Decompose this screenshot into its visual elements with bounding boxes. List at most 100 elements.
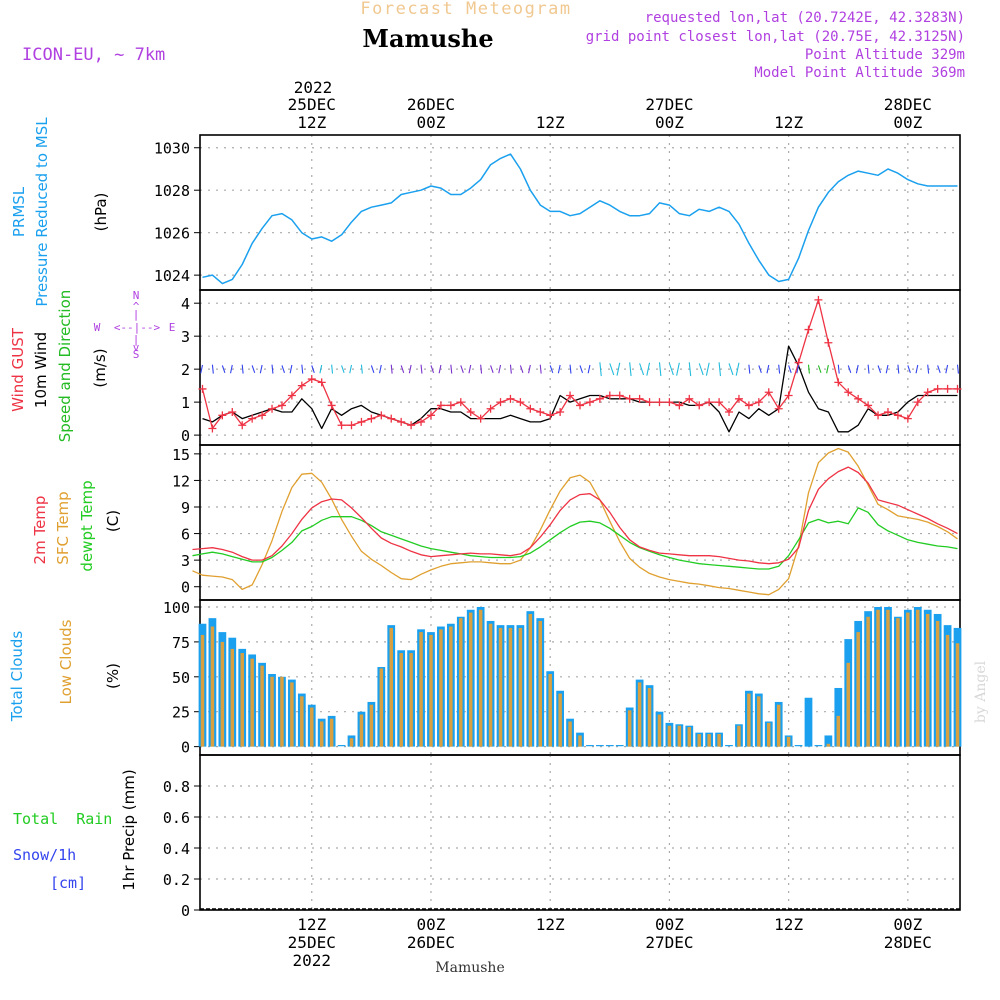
wind-gust-marker — [675, 401, 684, 410]
wind-gust-marker — [576, 401, 584, 410]
low-cloud-bar — [399, 653, 403, 747]
wind-gust-marker — [347, 421, 356, 430]
wind-direction-arrow — [579, 365, 584, 374]
low-cloud-bar — [866, 616, 870, 747]
wind-gust-marker — [814, 295, 823, 304]
wind-gust-marker — [446, 401, 455, 410]
wind-gust-marker — [566, 391, 575, 400]
wind-direction-arrow — [907, 365, 911, 374]
wind-gust-marker — [297, 381, 306, 390]
wind-direction-arrow — [221, 365, 226, 374]
wind-gust-marker — [784, 391, 793, 400]
bottom-time-hour-label: 00Z — [893, 915, 922, 934]
low-cloud-bar — [916, 609, 920, 747]
wind-direction-arrow — [885, 364, 889, 374]
product-title: Forecast Meteogram — [360, 0, 571, 19]
wind-gust-label: Wind GUST — [9, 327, 27, 412]
low-cloud-bar — [687, 727, 692, 747]
credit-watermark: by Angel — [973, 660, 989, 723]
wind-direction-arrow — [758, 365, 762, 374]
top-time-hour-label: 00Z — [417, 113, 446, 132]
wind-direction-arrow — [616, 362, 621, 376]
wind-direction-arrow — [528, 364, 531, 374]
low-cloud-bar — [707, 734, 711, 747]
pressure-ytick-label: 1028 — [154, 182, 190, 200]
bottom-time-hour-label: 00Z — [417, 915, 446, 934]
total-cloud-bar — [824, 735, 833, 747]
wind-gust-marker — [417, 417, 426, 426]
dewpt-temp-line — [192, 507, 958, 570]
wind-gust-marker — [506, 394, 515, 403]
wind-direction-arrow — [867, 364, 870, 374]
point-altitude: Point Altitude 329m — [805, 47, 965, 63]
wind-gust-marker — [615, 391, 624, 400]
low-cloud-bar — [459, 618, 463, 747]
low-cloud-bar — [637, 682, 642, 747]
wind-direction-arrow — [796, 364, 800, 374]
wind-direction-arrow — [658, 362, 662, 377]
wind-gust-marker — [635, 394, 644, 403]
low-cloud-bar — [627, 710, 632, 747]
wind-direction-arrow — [646, 362, 651, 376]
pressure-ytick-label: 1026 — [154, 225, 190, 243]
compass-arrow-n2: | — [133, 308, 140, 321]
wind-10m-label: 10m Wind — [32, 332, 50, 408]
wind-gust-marker — [705, 398, 714, 407]
precip-ytick-label: 0.6 — [163, 809, 190, 827]
precip-side-labels: Total Rain Snow/1h [cm] 1hr Precip (mm) — [13, 769, 138, 892]
wind-gust-marker — [208, 424, 217, 433]
temperature-ytick-label: 12 — [172, 472, 190, 490]
wind-gust-marker — [913, 398, 922, 407]
precip-ytick-label: 0.4 — [163, 840, 190, 858]
wind-10m-line — [202, 345, 958, 433]
low-cloud-bar — [230, 648, 235, 747]
wind-gust-marker — [546, 411, 555, 420]
wind-direction-arrow — [877, 365, 882, 374]
pressure-frame — [199, 134, 961, 291]
wind-gust-marker — [476, 414, 485, 423]
wind-gust-marker — [655, 398, 664, 407]
wind-gust-marker — [516, 398, 525, 407]
bottom-time-day-label: 25DEC — [288, 933, 336, 952]
temp-sfc-label: SFC Temp — [54, 491, 72, 564]
wind-direction-arrow — [430, 365, 435, 374]
temperature-ytick-label: 0 — [181, 579, 190, 597]
low-cloud-bar — [717, 734, 721, 747]
wind-direction-arrow — [200, 364, 204, 374]
top-time-hour-label: 12Z — [297, 113, 326, 132]
wind-gust-marker — [585, 398, 594, 407]
clouds-ytick-label: 100 — [163, 599, 190, 617]
wind-gust-marker — [496, 398, 505, 407]
low-cloud-bar — [310, 707, 314, 747]
wind-gust-marker — [834, 378, 843, 387]
wind-side-labels: Wind GUST 10m Wind Speed and Direction (… — [9, 290, 109, 443]
wind-direction-arrow — [400, 365, 405, 374]
panels-layer: 1024102610281030012340369121502550751000… — [154, 134, 962, 920]
wind-gust-marker — [893, 411, 902, 420]
top-time-hour-label: 00Z — [655, 113, 684, 132]
wind-direction-arrow — [211, 364, 214, 374]
pressure-ytick-label: 1024 — [154, 267, 190, 285]
wind-direction-arrow — [259, 364, 263, 374]
low-cloud-bar — [826, 743, 831, 747]
wind-gust-marker — [218, 411, 227, 420]
wind-direction-arrow — [360, 364, 363, 374]
wind-direction-arrow — [778, 364, 781, 374]
wind-direction-arrow — [379, 364, 382, 374]
pressure-side-labels: PRMSL Pressure Reduced to MSL (hPa) — [10, 117, 110, 307]
model-label: ICON-EU, ~ 7km — [22, 45, 165, 65]
wind-ytick-label: 2 — [181, 361, 190, 379]
bottom-time-hour-label: 12Z — [774, 915, 803, 934]
total-cloud-bar — [804, 697, 813, 747]
bottom-time-day-label: 28DEC — [884, 933, 932, 952]
total-cloud-label: Total Clouds — [8, 631, 26, 723]
low-cloud-bar — [955, 643, 960, 747]
wind-direction-arrow — [847, 365, 852, 374]
low-cloud-bar — [528, 613, 533, 747]
low-cloud-bar — [697, 734, 701, 747]
wind-direction-arrow — [826, 364, 829, 374]
low-cloud-bar — [329, 718, 334, 747]
temp-dew-label: dewpt Temp — [78, 480, 96, 571]
sfc-temp-line — [192, 447, 958, 596]
